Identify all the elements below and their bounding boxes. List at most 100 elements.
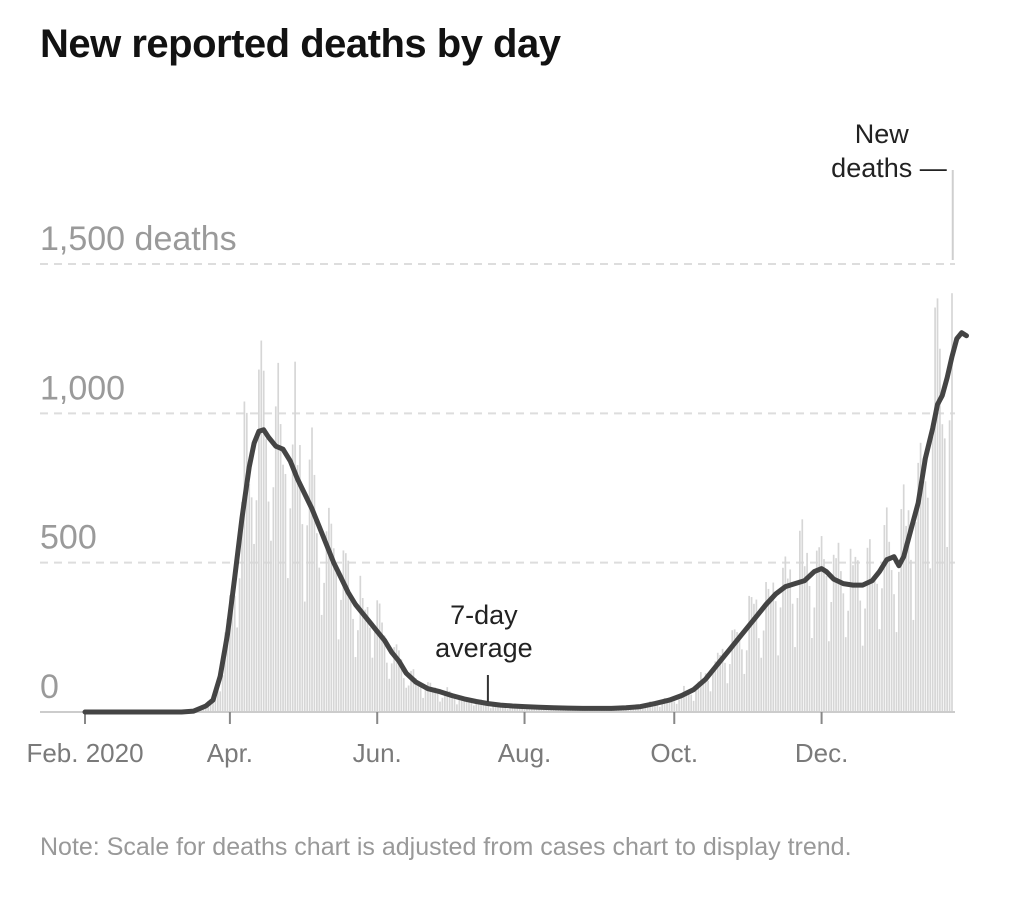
x-tick-label: Aug. [498, 738, 552, 768]
daily-bar [871, 577, 874, 712]
daily-bar [236, 627, 238, 712]
daily-bar [248, 484, 251, 712]
daily-bar [354, 657, 357, 712]
daily-bar [279, 424, 282, 712]
daily-bar [931, 436, 934, 712]
daily-bar [366, 607, 369, 712]
daily-bar [424, 688, 427, 712]
y-axis-labels: 0 500 1,000 1,500 deaths [40, 220, 237, 706]
daily-bar [709, 691, 712, 712]
daily-bar [427, 682, 429, 712]
daily-bar [226, 619, 229, 712]
daily-bar [509, 706, 511, 712]
daily-bar [287, 578, 289, 712]
daily-bar [250, 497, 253, 712]
y-tick-label: 500 [40, 519, 97, 557]
y-tick-label: 0 [40, 668, 59, 706]
daily-bar [697, 681, 700, 712]
daily-bar [291, 444, 294, 712]
daily-bar [284, 473, 287, 712]
daily-bar [796, 597, 799, 712]
daily-bar [924, 481, 927, 712]
daily-bar [699, 672, 702, 712]
daily-bar [849, 548, 852, 712]
daily-bar [260, 340, 263, 712]
daily-bar [733, 629, 736, 712]
daily-bar [658, 706, 661, 712]
daily-bar [499, 703, 502, 712]
daily-bar [340, 599, 342, 712]
daily-bar [907, 510, 910, 712]
daily-bar [661, 702, 664, 712]
daily-bar [799, 530, 801, 712]
daily-bar [951, 293, 953, 712]
daily-bar [856, 560, 859, 712]
daily-bar [625, 709, 627, 712]
daily-bar [245, 412, 248, 712]
daily-bar [231, 603, 234, 712]
daily-bar [840, 571, 842, 712]
daily-bar [900, 509, 903, 712]
daily-bar [794, 647, 796, 712]
daily-bar [342, 550, 345, 712]
daily-bar [721, 648, 724, 712]
daily-bar [608, 709, 610, 712]
daily-bar [852, 565, 854, 712]
daily-bar [221, 675, 224, 712]
x-tick-label: Feb. 2020 [26, 738, 143, 768]
daily-bar [692, 700, 695, 712]
daily-bar [330, 523, 333, 712]
daily-bar [832, 554, 835, 712]
daily-bar [917, 462, 920, 712]
daily-bar [765, 582, 767, 712]
daily-bar [854, 556, 857, 712]
daily-bar [482, 702, 485, 712]
daily-bar [431, 689, 434, 712]
daily-bar [791, 603, 794, 712]
x-tick-label: Apr. [207, 738, 253, 768]
daily-bar [506, 709, 509, 712]
daily-bar [439, 701, 441, 712]
daily-bar [465, 699, 468, 712]
daily-bar [757, 638, 760, 712]
daily-bar [398, 650, 400, 712]
daily-bar [869, 539, 871, 712]
daily-bar [803, 566, 806, 712]
daily-bar [446, 687, 449, 712]
daily-bar [702, 678, 705, 712]
daily-bar [557, 709, 560, 712]
daily-bar [876, 583, 878, 712]
daily-bar [656, 704, 659, 712]
daily-bar [811, 638, 813, 712]
daily-bar [444, 690, 446, 712]
daily-bar [318, 567, 321, 712]
daily-bar [671, 699, 673, 712]
daily-bar [335, 572, 338, 712]
daily-bar [847, 610, 849, 712]
daily-bar [376, 600, 379, 712]
daily-bar [642, 708, 644, 712]
daily-bar [808, 586, 811, 712]
daily-bar [646, 703, 649, 712]
daily-bar [748, 595, 750, 712]
daily-bar [224, 632, 226, 712]
daily-bar [436, 692, 439, 712]
daily-bar [728, 664, 731, 712]
daily-bar [627, 708, 630, 712]
daily-bar [695, 690, 697, 712]
daily-bar [475, 702, 478, 712]
daily-bar [511, 705, 514, 712]
annotation-new-deaths-line2: deaths — [831, 153, 947, 183]
daily-bar [895, 632, 898, 712]
annotation-average-line2: average [435, 633, 533, 663]
daily-bar [716, 652, 719, 712]
daily-bar [823, 559, 825, 712]
daily-bar [873, 575, 876, 712]
daily-bar [289, 508, 292, 712]
daily-bar [296, 465, 299, 712]
daily-bar [332, 548, 335, 712]
daily-bar [801, 519, 804, 712]
daily-bar [386, 662, 388, 712]
daily-bar [878, 629, 881, 712]
